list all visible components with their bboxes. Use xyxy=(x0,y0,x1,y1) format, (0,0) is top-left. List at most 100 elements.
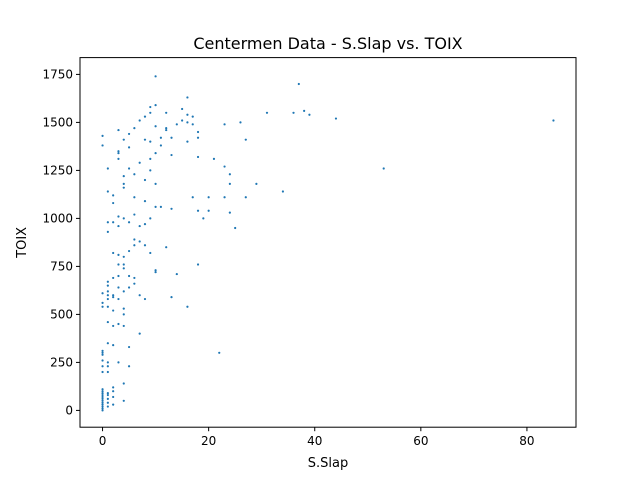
y-tick-label: 1000 xyxy=(42,211,73,225)
data-point xyxy=(106,320,109,324)
data-point xyxy=(127,167,131,170)
data-point xyxy=(101,407,104,410)
data-point xyxy=(112,194,115,197)
data-point xyxy=(112,294,115,297)
data-point xyxy=(122,307,125,310)
y-tick-label: 750 xyxy=(50,259,73,273)
data-point xyxy=(234,226,237,230)
data-point xyxy=(101,305,104,308)
data-point xyxy=(149,157,152,160)
data-point xyxy=(138,332,141,335)
data-point xyxy=(228,182,231,185)
data-point xyxy=(106,361,109,364)
data-point xyxy=(196,130,200,134)
data-point xyxy=(228,173,231,176)
data-point xyxy=(112,390,115,393)
x-tick-label: 80 xyxy=(519,434,534,448)
data-point xyxy=(122,217,125,220)
data-point xyxy=(149,251,152,255)
data-point xyxy=(154,271,157,274)
data-point xyxy=(127,249,131,253)
data-point xyxy=(117,263,120,266)
data-point xyxy=(106,221,109,224)
data-point xyxy=(122,175,125,178)
data-point xyxy=(127,132,131,136)
data-point xyxy=(154,125,157,128)
data-point xyxy=(127,365,131,368)
data-point xyxy=(101,349,104,352)
data-point xyxy=(101,359,104,362)
data-point xyxy=(239,121,242,124)
data-point xyxy=(149,169,152,172)
data-point xyxy=(159,136,162,139)
data-point xyxy=(218,351,221,354)
data-point xyxy=(106,294,109,297)
data-point xyxy=(106,392,109,395)
data-point xyxy=(101,353,104,356)
data-point xyxy=(303,109,306,112)
data-point xyxy=(138,119,141,122)
data-point xyxy=(106,397,109,400)
data-point xyxy=(122,290,125,293)
data-point xyxy=(292,111,295,114)
data-point xyxy=(143,244,147,247)
data-point xyxy=(106,290,109,293)
data-point xyxy=(149,105,152,109)
data-point xyxy=(112,276,115,280)
y-axis-label: TOIX xyxy=(15,227,30,259)
data-point xyxy=(106,190,109,193)
data-point xyxy=(212,157,216,160)
data-point xyxy=(159,205,162,208)
data-point xyxy=(101,388,104,391)
data-point xyxy=(165,111,168,114)
data-point xyxy=(101,403,104,406)
data-point xyxy=(122,313,125,316)
data-point xyxy=(106,401,109,404)
x-tick-label: 60 xyxy=(413,434,428,448)
data-point xyxy=(265,111,269,114)
data-point xyxy=(244,196,247,199)
data-point xyxy=(143,138,147,141)
data-point xyxy=(101,395,104,399)
data-point xyxy=(117,215,120,218)
data-point xyxy=(106,342,109,345)
data-point xyxy=(117,150,120,153)
data-point xyxy=(133,238,136,241)
data-point xyxy=(122,382,125,385)
data-point xyxy=(101,370,104,374)
data-point xyxy=(186,121,189,124)
data-point xyxy=(101,401,104,404)
data-point xyxy=(112,324,115,328)
data-point xyxy=(127,146,131,149)
data-point xyxy=(101,409,104,412)
data-point xyxy=(175,272,178,276)
data-point xyxy=(122,182,125,185)
data-point xyxy=(170,207,173,210)
data-point xyxy=(101,365,104,368)
data-point xyxy=(122,186,125,189)
data-point xyxy=(101,134,104,137)
data-point xyxy=(159,144,162,147)
data-point xyxy=(196,209,200,212)
data-point xyxy=(334,117,338,120)
data-point xyxy=(186,96,189,99)
data-point xyxy=(117,224,120,228)
data-point xyxy=(127,221,131,224)
data-point xyxy=(223,123,226,126)
data-point xyxy=(112,309,115,312)
data-point xyxy=(101,292,104,295)
data-point xyxy=(106,305,109,308)
data-point xyxy=(143,178,147,182)
data-point xyxy=(117,152,120,155)
data-point xyxy=(101,392,104,395)
data-point xyxy=(133,213,136,216)
data-point xyxy=(175,123,178,126)
data-point xyxy=(133,127,136,130)
data-point xyxy=(117,361,120,364)
data-point xyxy=(181,119,184,122)
data-point xyxy=(223,196,226,199)
data-point xyxy=(255,182,258,185)
data-point xyxy=(122,399,125,402)
data-point xyxy=(112,403,115,406)
